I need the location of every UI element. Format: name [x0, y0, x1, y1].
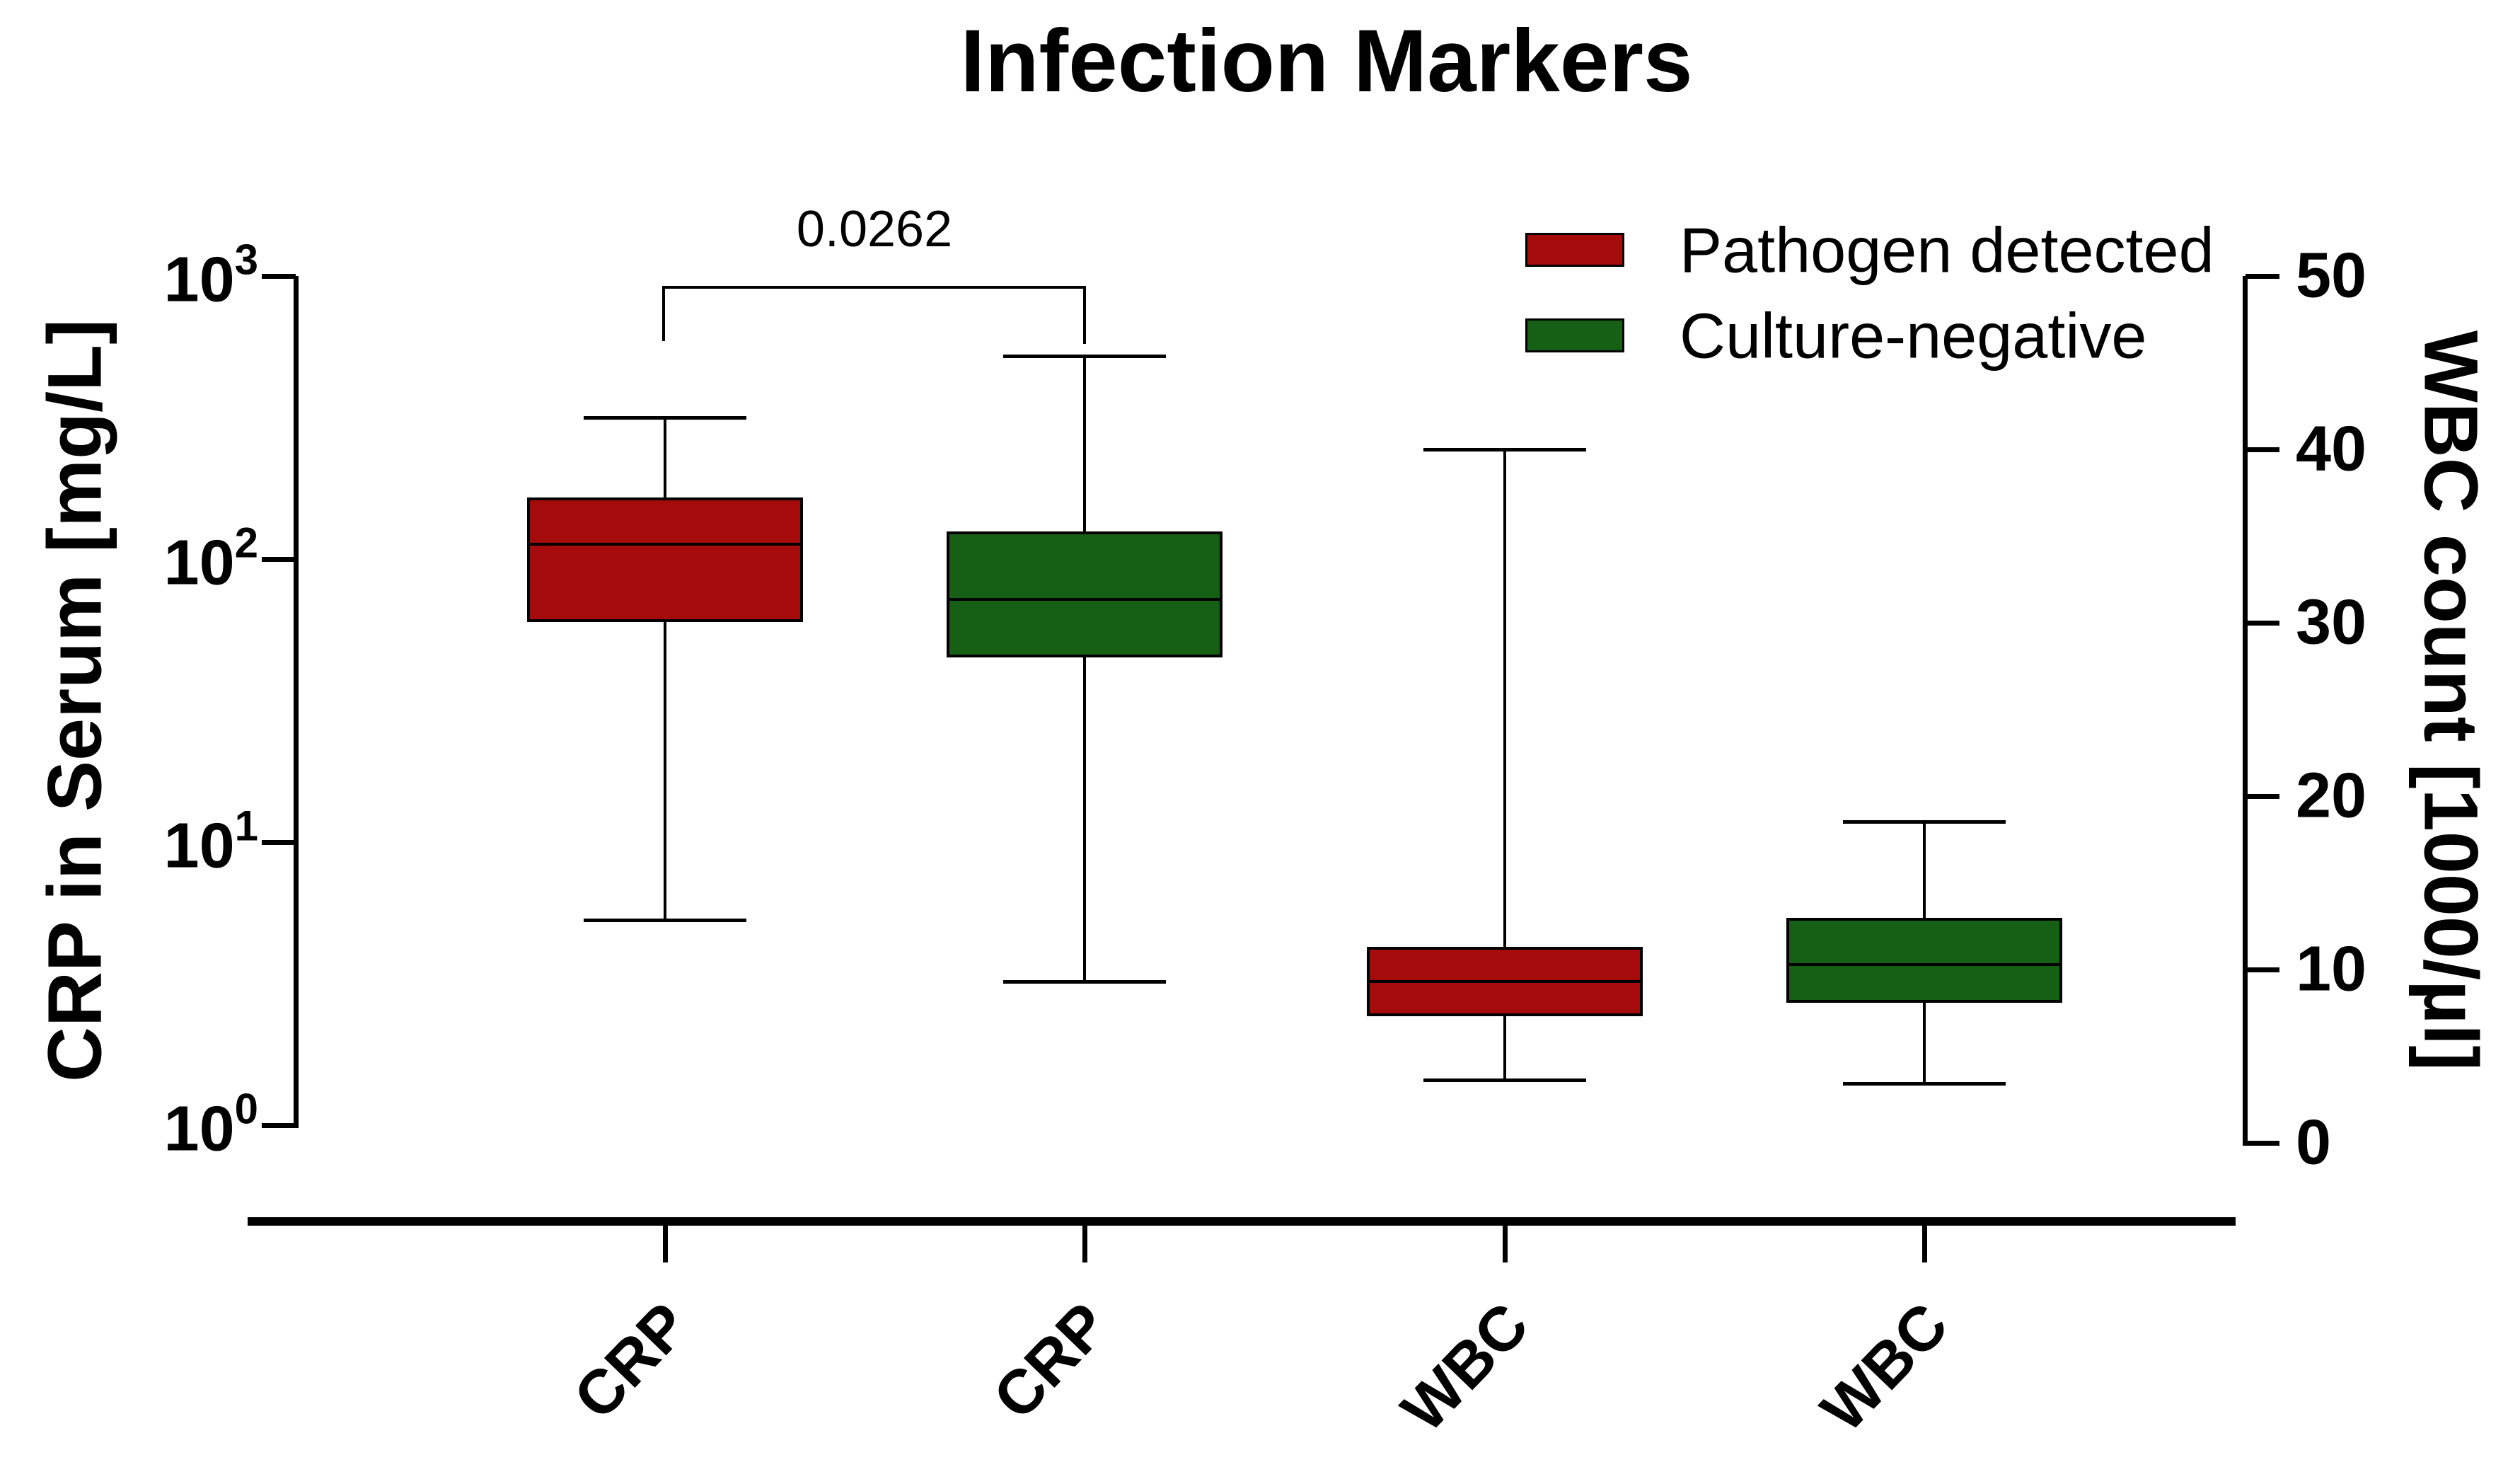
whisker-line [1083, 356, 1086, 982]
left-axis-tick-label: 101 [163, 802, 258, 882]
left-axis-tick-label: 103 [163, 236, 258, 316]
x-axis-category-label: CRP [979, 1289, 1121, 1433]
right-axis-tick-label: 0 [2296, 1107, 2332, 1178]
right-axis-tick-label: 40 [2296, 413, 2367, 485]
whisker-cap-min [1423, 1078, 1586, 1083]
whisker-cap-max [1003, 355, 1166, 359]
chart-title: Infection Markers [960, 12, 1693, 110]
left-axis-tick-label: 100 [163, 1085, 258, 1165]
iqr-box [947, 531, 1223, 657]
right-axis-title: WBC count [1000/µl] [2408, 330, 2495, 1071]
right-axis-tick [2246, 273, 2279, 279]
whisker-cap-max [584, 416, 746, 420]
median-line [1370, 980, 1640, 984]
bracket-left-arm [662, 286, 665, 341]
x-axis-category-label: WBC [1807, 1289, 1961, 1445]
right-axis-tick [2246, 447, 2279, 452]
right-axis-spine [2243, 276, 2248, 1146]
whisker-cap-max [1423, 447, 1586, 451]
right-axis-tick-label: 20 [2296, 760, 2367, 832]
right-axis-tick [2246, 793, 2279, 799]
left-axis-tick-label: 102 [163, 519, 258, 599]
whisker-line [1503, 449, 1506, 1081]
right-axis-tick [2246, 967, 2279, 972]
legend-swatch-pathogen-detected [1525, 233, 1624, 267]
right-axis-tick-label: 10 [2296, 933, 2367, 1005]
right-axis-tick-label: 30 [2296, 587, 2367, 658]
iqr-box [527, 497, 803, 622]
bracket-horizontal-line [662, 286, 1086, 289]
left-axis-tick [262, 273, 296, 279]
left-axis-spine [294, 276, 299, 1128]
x-axis-baseline [248, 1217, 2236, 1226]
iqr-box [1786, 917, 2062, 1003]
legend-swatch-culture-negative [1525, 318, 1624, 352]
x-axis-tick [662, 1226, 668, 1262]
whisker-cap-min [1843, 1082, 2006, 1086]
bracket-right-arm [1083, 286, 1086, 344]
right-axis-tick [2246, 1140, 2279, 1146]
left-axis-title: CRP in Serum [mg/L] [31, 318, 117, 1083]
x-axis-category-label: CRP [560, 1289, 702, 1433]
x-axis-tick [1502, 1226, 1508, 1262]
right-axis-tick-label: 50 [2296, 240, 2367, 311]
median-line [949, 598, 1220, 602]
legend-label-culture-negative: Culture-negative [1680, 301, 2147, 372]
whisker-cap-min [584, 918, 746, 922]
whisker-cap-max [1843, 820, 2006, 824]
whisker-line [664, 418, 666, 921]
x-axis-tick [1082, 1226, 1087, 1262]
left-axis-tick [262, 839, 296, 845]
left-axis-tick [262, 556, 296, 562]
x-axis-tick [1921, 1226, 1927, 1262]
median-line [530, 542, 800, 546]
legend-label-pathogen-detected: Pathogen detected [1680, 215, 2214, 287]
x-axis-category-label: WBC [1387, 1289, 1542, 1445]
right-axis-tick [2246, 620, 2279, 626]
median-line [1789, 962, 2059, 966]
whisker-cap-min [1003, 980, 1166, 984]
significance-p-value: 0.0262 [796, 201, 953, 258]
left-axis-tick [262, 1122, 296, 1128]
